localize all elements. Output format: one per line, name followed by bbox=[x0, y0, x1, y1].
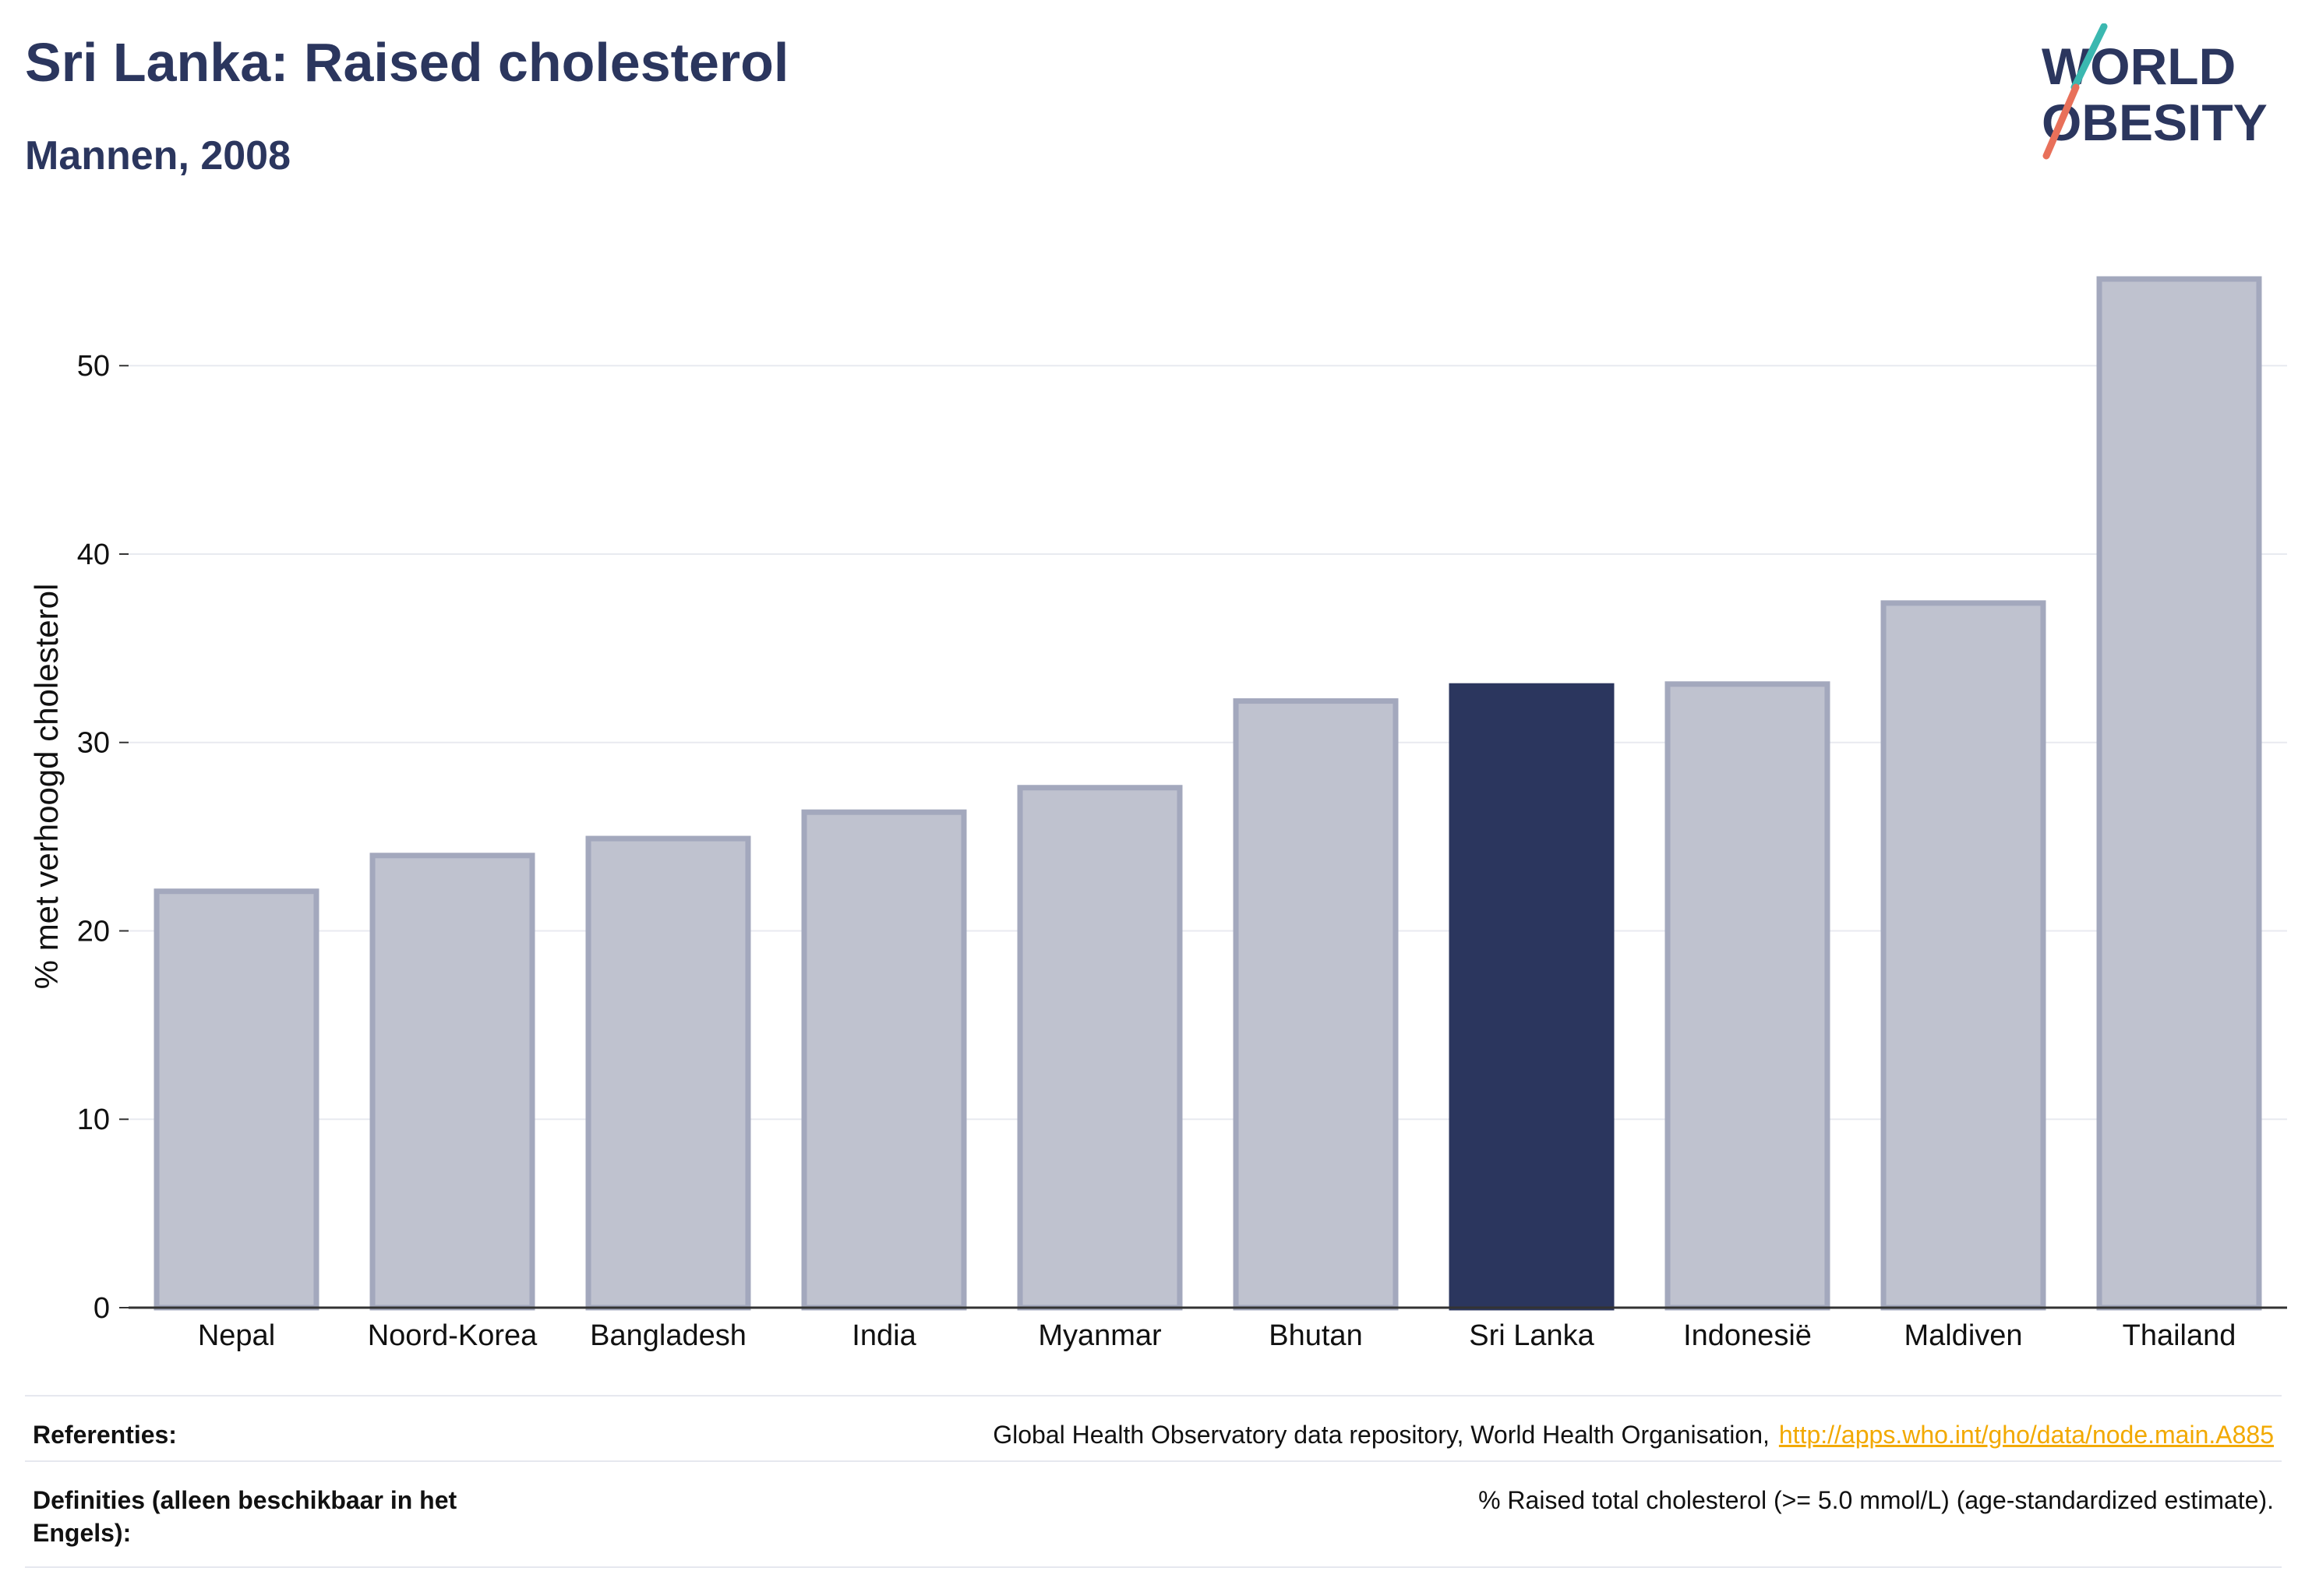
page-subtitle: Mannen, 2008 bbox=[25, 133, 291, 178]
y-tick-labels: 0 10 20 30 40 50 bbox=[77, 350, 129, 1325]
page-title: Sri Lanka: Raised cholesterol bbox=[25, 32, 789, 93]
definitions-label: Definities (alleen beschikbaar in het En… bbox=[33, 1486, 457, 1547]
bar-nepal bbox=[154, 888, 319, 1311]
bar-thailand bbox=[2096, 276, 2262, 1311]
bar-myanmar bbox=[1017, 785, 1183, 1311]
x-tick-label: Noord-Korea bbox=[368, 1319, 538, 1352]
logo-slash-coral bbox=[2042, 83, 2080, 160]
references-link[interactable]: http://apps.who.int/gho/data/node.main.A… bbox=[1778, 1421, 2274, 1449]
references-value: Global Health Observatory data repositor… bbox=[993, 1418, 2274, 1451]
bar-bangladesh bbox=[585, 835, 751, 1311]
world-obesity-logo: WORLD OBESITY bbox=[2042, 23, 2268, 160]
y-tick-label: 10 bbox=[77, 1103, 110, 1136]
bar-bhutan bbox=[1233, 698, 1399, 1311]
y-tick-label: 0 bbox=[94, 1292, 110, 1325]
y-tick-label: 30 bbox=[77, 727, 110, 760]
x-tick-label: Indonesië bbox=[1683, 1319, 1812, 1352]
logo-line2: OBESITY bbox=[2042, 94, 2268, 151]
references-table: Referenties: Global Health Observatory d… bbox=[25, 1395, 2282, 1568]
references-label: Referenties: bbox=[33, 1421, 177, 1449]
y-tick-label: 50 bbox=[77, 350, 110, 383]
x-tick-label: Nepal bbox=[198, 1319, 275, 1352]
bar-indonesi- bbox=[1664, 681, 1830, 1311]
y-tick-label: 40 bbox=[77, 538, 110, 571]
x-tick-label: Bangladesh bbox=[590, 1319, 747, 1352]
definitions-text: % Raised total cholesterol (>= 5.0 mmol/… bbox=[1478, 1486, 2274, 1514]
bar-chart: 0 10 20 30 40 50 Nepal Noord-Korea Bangladesh In… bbox=[28, 276, 2287, 1352]
x-tick-label: Thailand bbox=[2123, 1319, 2236, 1352]
bar-india bbox=[801, 809, 967, 1311]
x-tick-label: India bbox=[852, 1319, 916, 1352]
definitions-row: Definities (alleen beschikbaar in het En… bbox=[25, 1460, 2282, 1568]
references-row: Referenties: Global Health Observatory d… bbox=[25, 1395, 2282, 1460]
bars bbox=[154, 276, 2262, 1311]
x-tick-label: Maldiven bbox=[1904, 1319, 2022, 1352]
bar-sri-lanka bbox=[1449, 683, 1615, 1311]
y-axis-label: % met verhoogd cholesterol bbox=[28, 584, 65, 990]
x-tick-label: Myanmar bbox=[1038, 1319, 1162, 1352]
y-tick-label: 20 bbox=[77, 915, 110, 948]
bar-maldiven bbox=[1880, 600, 2046, 1311]
x-tick-label: Bhutan bbox=[1269, 1319, 1362, 1352]
references-text: Global Health Observatory data repositor… bbox=[993, 1421, 1770, 1449]
bar-noord-korea bbox=[369, 853, 535, 1311]
logo-slash-teal bbox=[2070, 23, 2108, 91]
x-tick-label: Sri Lanka bbox=[1469, 1319, 1594, 1352]
x-tick-labels: Nepal Noord-Korea Bangladesh India Myanmar Bh… bbox=[198, 1319, 2236, 1352]
